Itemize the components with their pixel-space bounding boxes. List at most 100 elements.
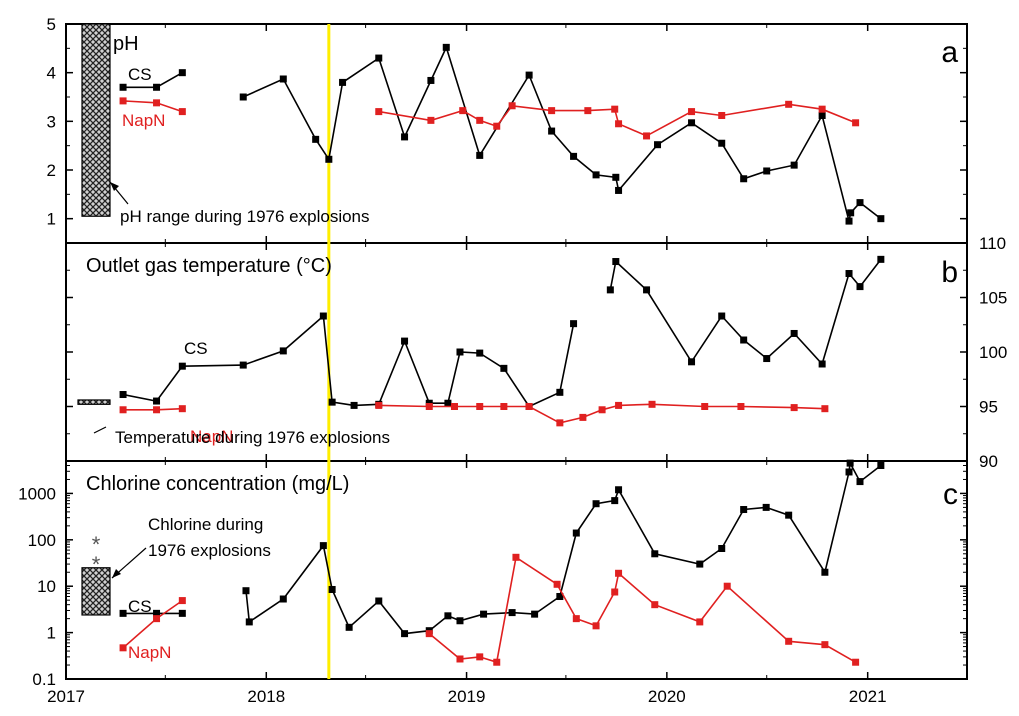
y-tick-label: 0.1 (32, 670, 56, 689)
data-point-cs (651, 550, 659, 558)
data-point-napn (548, 107, 556, 115)
panel-letter-a: a (941, 36, 958, 69)
data-point-cs (845, 270, 853, 278)
data-point-cs (153, 397, 161, 405)
x-tick-label: 2017 (47, 687, 85, 706)
data-point-cs (442, 43, 450, 51)
data-point-napn (427, 116, 435, 124)
data-point-cs (718, 312, 726, 320)
data-point-napn (651, 601, 659, 609)
data-point-cs (556, 388, 564, 396)
data-point-napn (785, 100, 793, 108)
data-point-cs (785, 511, 793, 519)
data-point-cs (643, 286, 651, 294)
data-point-cs (476, 151, 484, 159)
data-point-cs (119, 83, 127, 91)
data-point-napn (425, 403, 433, 410)
data-point-napn (553, 580, 561, 588)
data-point-cs (548, 127, 556, 135)
ph-1976-range-bar (81, 23, 111, 217)
data-point-napn (512, 553, 520, 561)
data-point-cs (763, 167, 771, 175)
data-point-cs (592, 500, 600, 508)
data-point-cs (762, 503, 770, 511)
data-point-napn (476, 653, 484, 661)
data-point-napn (476, 403, 484, 410)
asterisk-mark: * (92, 532, 101, 557)
data-point-cs (427, 76, 435, 84)
data-point-napn (476, 116, 484, 124)
data-point-cs (178, 362, 186, 370)
y-tick-label: 2 (47, 161, 56, 180)
temperature-annotation: Temperature during 1976 explosions (115, 428, 390, 447)
data-point-napn (785, 637, 793, 645)
data-point-napn (500, 403, 508, 410)
ph-annotation-arrowhead (110, 182, 119, 191)
data-point-cs (606, 286, 614, 294)
data-point-napn (119, 406, 127, 414)
data-point-napn (821, 641, 829, 649)
data-point-napn (598, 406, 606, 414)
data-point-cs (508, 609, 516, 617)
data-point-napn (178, 597, 186, 605)
data-point-napn (375, 108, 383, 116)
data-point-napn (450, 403, 458, 410)
data-point-cs (845, 217, 853, 225)
data-point-cs (877, 461, 885, 469)
panel-letter-b: b (941, 256, 958, 289)
data-point-napn (615, 569, 623, 577)
data-point-cs (375, 597, 383, 605)
data-point-napn (611, 588, 619, 596)
temperature-1976-bar (77, 399, 111, 405)
series-line-cs (242, 45, 882, 222)
napn-label: NapN (128, 643, 171, 662)
data-point-cs (570, 152, 578, 160)
data-point-cs (612, 258, 620, 266)
data-point-napn (615, 120, 623, 128)
data-point-napn (572, 615, 580, 623)
data-point-cs (480, 610, 488, 618)
data-point-cs (845, 468, 853, 476)
chlorine-annotation-line1: Chlorine during (148, 515, 263, 534)
data-point-cs (328, 585, 336, 593)
data-point-cs (846, 459, 854, 467)
data-point-napn (701, 403, 709, 410)
data-point-cs (856, 478, 864, 486)
data-point-cs (718, 139, 726, 147)
data-point-napn (643, 132, 651, 140)
data-point-cs (877, 255, 885, 263)
napn-label: NapN (190, 427, 233, 446)
data-point-cs (328, 398, 336, 406)
data-point-cs (718, 545, 726, 553)
series-line-cs (609, 258, 882, 366)
data-point-napn (592, 622, 600, 630)
data-point-napn (153, 99, 161, 107)
data-point-cs (401, 630, 409, 638)
data-point-cs (611, 497, 619, 505)
data-point-cs (401, 133, 409, 141)
series-line-napn (123, 100, 183, 113)
data-point-cs (592, 171, 600, 179)
data-point-cs (818, 360, 826, 368)
data-point-cs (242, 587, 250, 595)
chlorine-annotation-line2: 1976 explosions (148, 541, 271, 560)
data-point-cs (847, 209, 855, 217)
x-tick-label: 2018 (247, 687, 285, 706)
y-tick-label: 95 (979, 398, 998, 417)
data-point-napn (852, 658, 860, 666)
data-point-napn (119, 97, 127, 105)
data-point-cs (790, 329, 798, 337)
data-point-cs (456, 617, 464, 625)
chlorine-1976-range-bar (81, 567, 111, 616)
panel-c-title: Chlorine concentration (mg/L) (86, 473, 349, 495)
cs-label: CS (128, 65, 152, 84)
data-point-napn (579, 413, 587, 421)
series-line-napn (378, 103, 856, 137)
y-tick-label: 1000 (18, 484, 56, 503)
data-point-napn (456, 655, 464, 663)
data-point-cs (688, 119, 696, 127)
data-point-napn (648, 400, 656, 408)
series-line-napn (428, 555, 856, 664)
y-tick-label: 105 (979, 289, 1007, 308)
